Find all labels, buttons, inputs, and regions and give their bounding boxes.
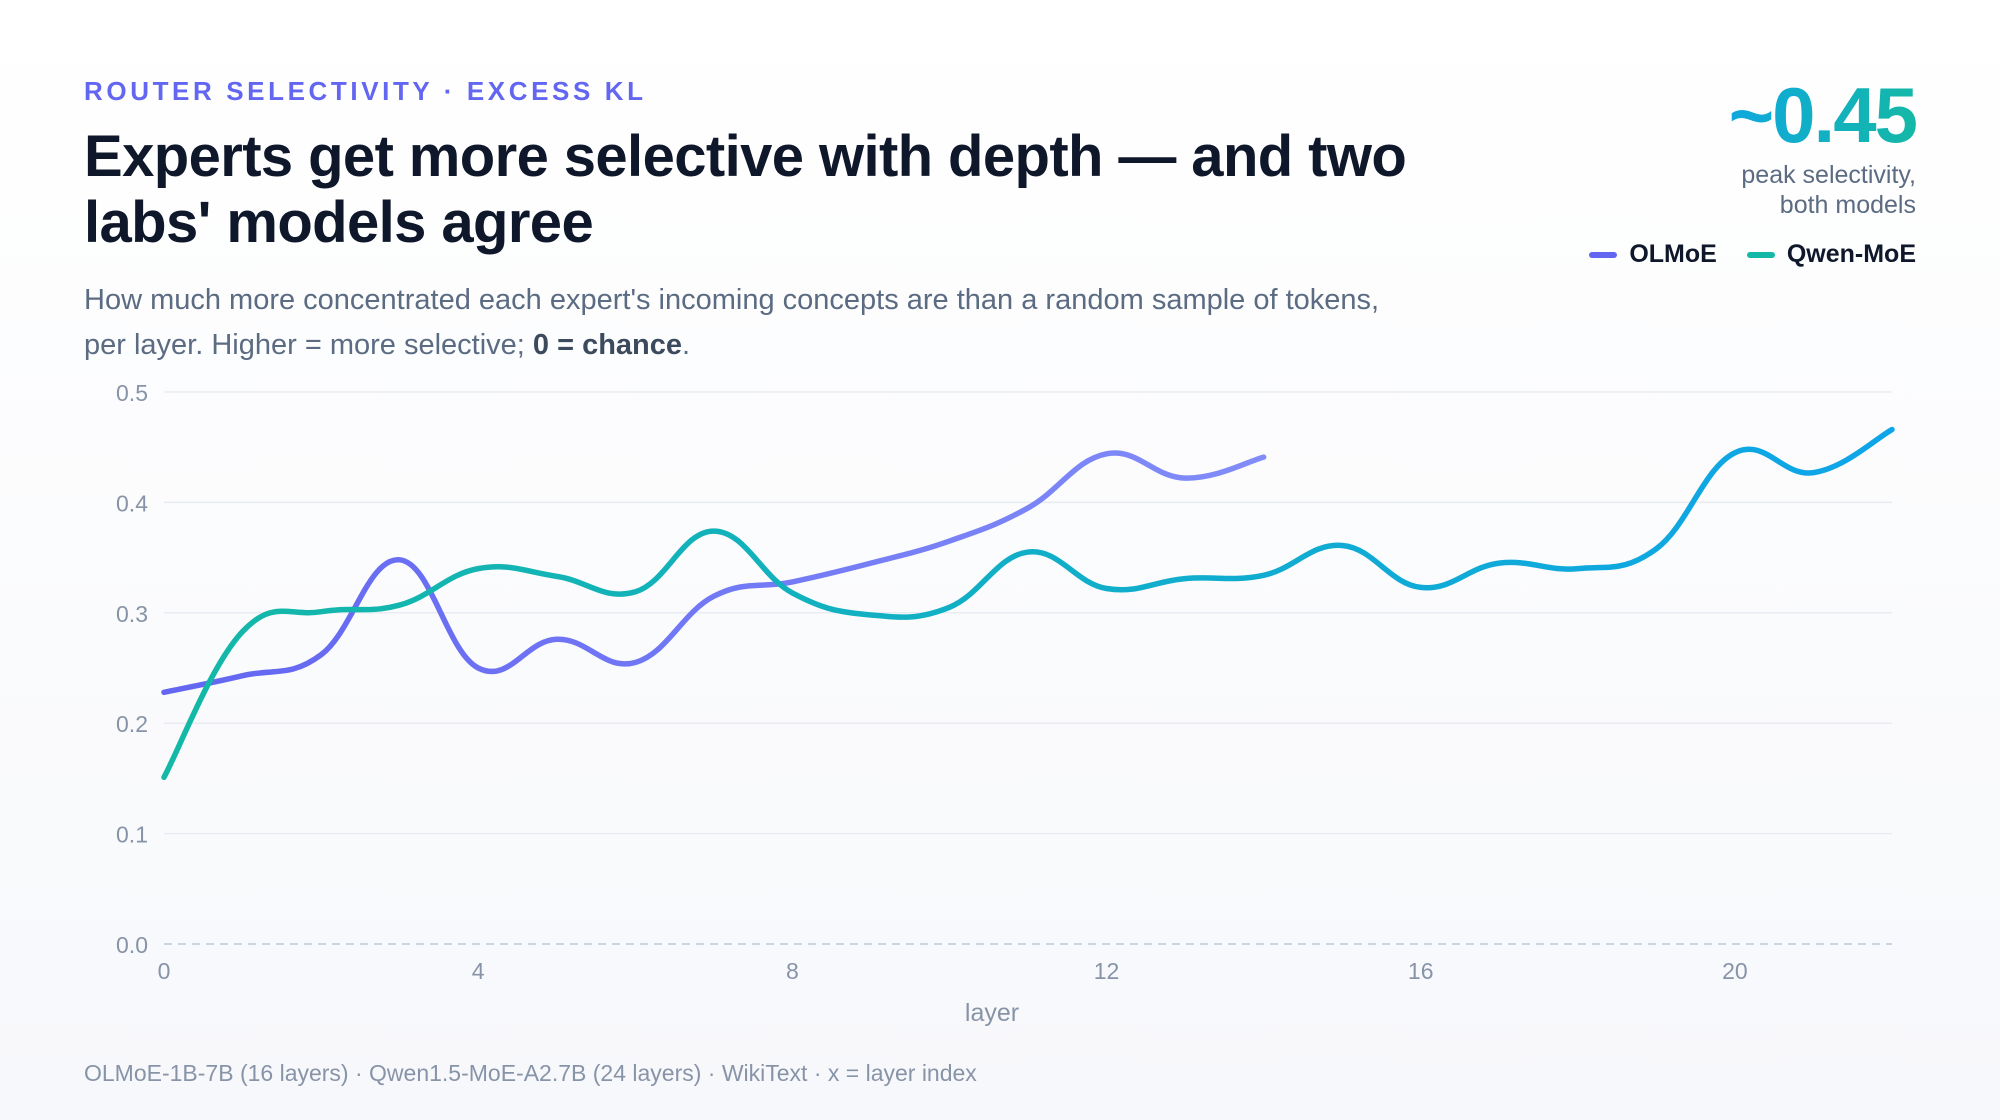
x-tick-label: 20 [1722, 958, 1748, 984]
y-tick-label: 0.4 [116, 490, 148, 516]
y-tick-label: 0.1 [116, 822, 148, 848]
y-tick-label: 0.3 [116, 601, 148, 627]
x-axis-label: layer [965, 999, 1019, 1027]
y-tick-label: 0.0 [116, 932, 148, 958]
kpi-label: peak selectivity, both models [1741, 161, 1916, 219]
legend-swatch-olmoe [1589, 251, 1618, 258]
chart-title: Experts get more selective with depth — … [84, 124, 1407, 255]
legend-label-olmoe: OLMoE [1629, 240, 1717, 268]
subtitle-text: How much more concentrated each expert's… [84, 284, 1380, 361]
chart-legend: OLMoE Qwen-MoE [1589, 240, 1916, 269]
x-tick-label: 0 [158, 958, 171, 984]
kpi-value: ~0.45 [1696, 70, 1918, 160]
series-line-olmoe [161, 450, 1267, 696]
kpi-callout: ~0.45 peak selectivity, both models [1696, 70, 1918, 220]
y-tick-label: 0.5 [116, 380, 148, 406]
subtitle-emphasis: 0 = chance [532, 329, 683, 361]
legend-item-qwen: Qwen-MoE [1746, 240, 1916, 269]
y-tick-label: 0.2 [116, 711, 148, 737]
series-line-qwen-moe [161, 426, 1895, 781]
x-tick-label: 16 [1408, 958, 1434, 984]
x-tick-label: 4 [472, 958, 485, 984]
x-tick-label: 8 [786, 958, 799, 984]
chart-eyebrow: ROUTER SELECTIVITY · EXCESS KL [84, 76, 647, 106]
legend-item-olmoe: OLMoE [1589, 240, 1717, 269]
x-tick-label: 12 [1094, 958, 1120, 984]
subtitle-end: . [682, 329, 691, 361]
chart-subtitle: How much more concentrated each expert's… [84, 278, 1384, 368]
legend-swatch-qwen [1746, 251, 1775, 258]
chart-footnote: OLMoE-1B-7B (16 layers) · Qwen1.5-MoE-A2… [84, 1060, 977, 1086]
legend-label-qwen: Qwen-MoE [1786, 240, 1916, 268]
